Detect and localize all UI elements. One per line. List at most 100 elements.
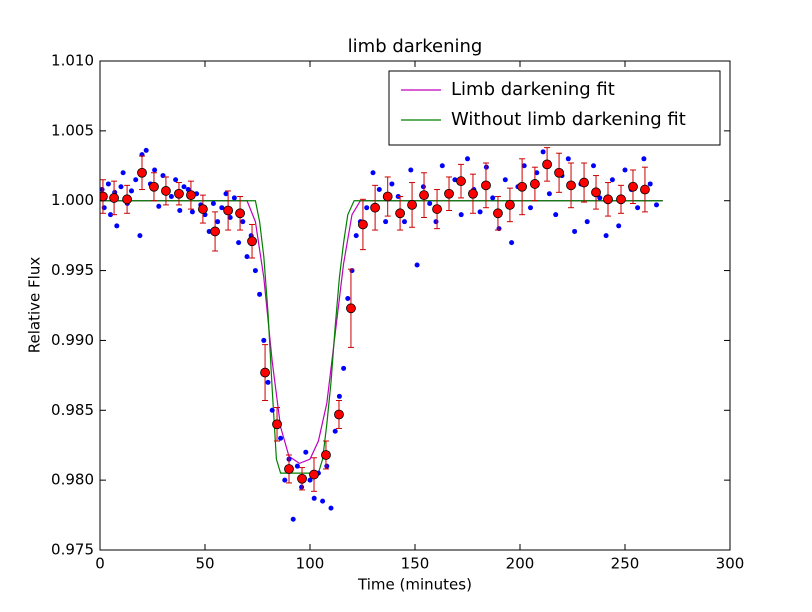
x-tick-label: 200 <box>506 555 535 573</box>
data-point <box>616 223 622 229</box>
fit-line <box>100 200 663 474</box>
binned-point <box>174 188 184 199</box>
data-point <box>376 187 382 193</box>
binned-point <box>297 473 307 484</box>
data-point <box>565 156 571 162</box>
data-point <box>303 449 309 455</box>
data-point <box>370 170 376 176</box>
data-point <box>521 163 527 169</box>
data-point <box>252 268 258 274</box>
plot-frame <box>99 60 731 551</box>
data-point <box>269 407 275 413</box>
data-point <box>324 463 330 469</box>
data-point <box>584 219 590 225</box>
legend-label: Without limb darkening fit <box>451 109 686 130</box>
binned-point <box>309 469 319 480</box>
binned-point <box>566 180 576 191</box>
binned-point <box>554 167 564 178</box>
legend-box <box>388 70 721 146</box>
data-point <box>572 228 578 234</box>
data-point <box>181 184 187 190</box>
data-point <box>223 191 229 197</box>
y-tick-label: 1.010 <box>51 52 94 70</box>
y-axis-label: Relative Flux <box>26 257 44 354</box>
binned-point <box>358 219 368 230</box>
data-point <box>114 223 120 229</box>
binned-point <box>628 181 638 192</box>
data-point <box>137 233 143 239</box>
fit-line <box>100 200 663 465</box>
data-point <box>240 219 246 225</box>
data-point <box>647 181 653 187</box>
y-tick-label: 0.980 <box>51 471 94 489</box>
data-point <box>597 195 603 201</box>
data-point <box>177 207 183 213</box>
binned-point <box>247 236 257 247</box>
data-point <box>458 212 464 218</box>
data-point <box>294 463 300 469</box>
data-point <box>364 205 370 211</box>
binned-point <box>272 419 282 430</box>
data-point <box>129 188 134 194</box>
data-point <box>420 184 426 190</box>
data-point <box>509 240 515 246</box>
binned-point <box>149 181 159 192</box>
data-point <box>311 495 317 501</box>
data-point <box>534 170 540 176</box>
data-point <box>502 177 508 183</box>
data-point <box>168 194 174 200</box>
binned-point <box>616 194 626 205</box>
data-point <box>641 156 647 162</box>
data-point <box>345 296 351 302</box>
binned-point <box>346 303 356 314</box>
data-point <box>210 201 216 207</box>
data-point <box>622 167 628 173</box>
binned-point <box>137 167 147 178</box>
binned-point <box>419 190 429 201</box>
data-point <box>328 505 334 511</box>
y-tick-label: 0.995 <box>51 261 94 279</box>
data-point <box>591 163 596 169</box>
data-point <box>540 149 546 155</box>
binned-point <box>395 208 405 219</box>
data-point <box>227 214 233 220</box>
series-layer <box>100 147 663 522</box>
data-point <box>261 337 267 343</box>
data-point <box>341 365 347 371</box>
data-point <box>383 219 389 225</box>
x-tick-label: 0 <box>95 555 105 573</box>
legend-label: Limb darkening fit <box>451 79 615 100</box>
data-point <box>408 167 414 173</box>
binned-point <box>579 177 589 188</box>
binned-point <box>481 180 491 191</box>
data-point <box>236 240 242 246</box>
binned-point <box>407 200 417 210</box>
y-tick-label: 1.000 <box>51 191 94 209</box>
data-point <box>307 477 313 483</box>
data-point <box>654 202 659 208</box>
data-point <box>427 201 433 207</box>
chart-title: limb darkening <box>348 36 483 57</box>
data-point <box>414 262 420 268</box>
binned-point <box>122 194 132 205</box>
data-point <box>320 498 326 504</box>
binned-point <box>603 194 613 205</box>
binned-point <box>100 191 108 202</box>
binned-point <box>334 409 344 420</box>
data-point <box>257 291 263 297</box>
data-point <box>290 516 296 522</box>
data-point <box>215 219 221 225</box>
data-point <box>282 477 288 483</box>
data-point <box>635 205 641 211</box>
data-point <box>278 435 284 441</box>
binned-point <box>542 159 552 170</box>
data-point <box>439 163 445 169</box>
binned-point <box>591 187 601 198</box>
binned-point <box>186 190 196 201</box>
binned-point <box>210 226 220 237</box>
x-tick-label: 100 <box>296 555 325 573</box>
binned-point <box>517 181 527 192</box>
data-point <box>603 233 609 239</box>
data-point <box>152 167 158 173</box>
y-tick-label: 0.975 <box>51 541 94 559</box>
